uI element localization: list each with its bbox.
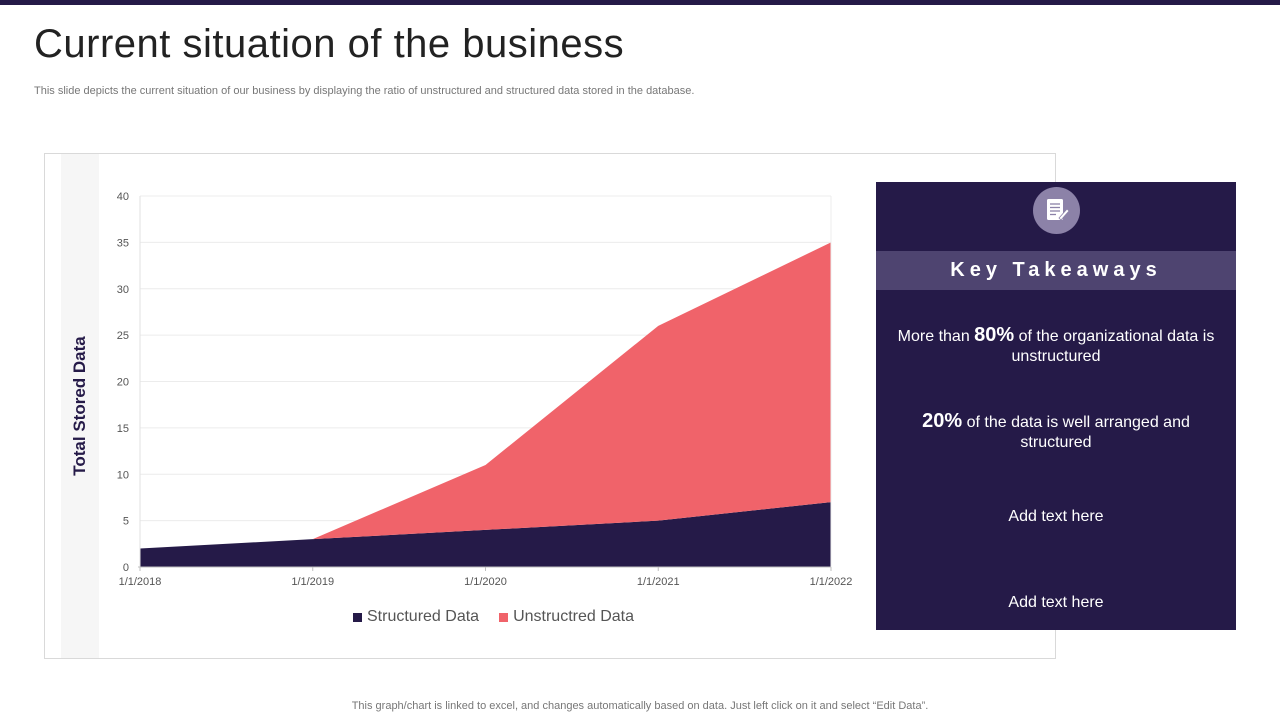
y-tick-label-30: 30 [117, 284, 129, 296]
x-tick-label-1: 1/1/2019 [291, 576, 334, 588]
area-series-structured [140, 502, 831, 567]
y-tick-label-25: 25 [117, 330, 129, 342]
y-tick-label-20: 20 [117, 377, 129, 389]
takeaway-1-percent: 80% [974, 324, 1015, 346]
y-tick-label-35: 35 [117, 237, 129, 249]
y-tick-label-10: 10 [117, 469, 129, 481]
x-tick-label-3: 1/1/2021 [637, 576, 680, 588]
takeaway-3[interactable]: Add text here [1008, 508, 1104, 525]
takeaway-1: More than 80% of the organizational data… [896, 325, 1216, 367]
x-tick-label-2: 1/1/2020 [464, 576, 507, 588]
y-tick-label-5: 5 [123, 516, 129, 528]
y-tick-label-40: 40 [117, 191, 129, 203]
area-series-unstructured [140, 242, 831, 549]
y-tick-label-15: 15 [117, 423, 129, 435]
x-tick-label-4: 1/1/2022 [810, 576, 853, 588]
takeaway-2-percent: 20% [922, 410, 963, 432]
takeaway-4[interactable]: Add text here [1008, 594, 1104, 611]
y-tick-label-0: 0 [123, 562, 129, 574]
x-tick-label-0: 1/1/2018 [119, 576, 162, 588]
legend-swatch-structured [353, 612, 362, 622]
takeaway-1-pre: More than [897, 328, 975, 345]
legend-label-unstructured: Unstructred Data [513, 608, 634, 625]
takeaway-2-post: of the data is well arranged and structu… [962, 414, 1190, 451]
chart-legend: Structured Data Unstructred Data [353, 608, 654, 626]
page-title: Current situation of the business [34, 22, 625, 66]
takeaway-1-post: of the organizational data is unstructur… [1011, 328, 1215, 365]
key-takeaways-panel: Key Takeaways More than 80% of the organ… [876, 182, 1236, 630]
footer-note: This graph/chart is linked to excel, and… [351, 700, 929, 712]
legend-item-structured: Structured Data [353, 608, 479, 626]
y-axis-label-strip [61, 154, 99, 658]
legend-item-unstructured: Unstructred Data [499, 608, 634, 626]
top-accent-bar [0, 0, 1280, 5]
document-icon [1033, 187, 1080, 234]
legend-swatch-unstructured [499, 612, 509, 622]
key-takeaways-title: Key Takeaways [876, 251, 1236, 290]
page-subtitle: This slide depicts the current situation… [34, 85, 695, 97]
legend-label-structured: Structured Data [367, 608, 480, 625]
takeaway-2: 20% of the data is well arranged and str… [896, 411, 1216, 453]
